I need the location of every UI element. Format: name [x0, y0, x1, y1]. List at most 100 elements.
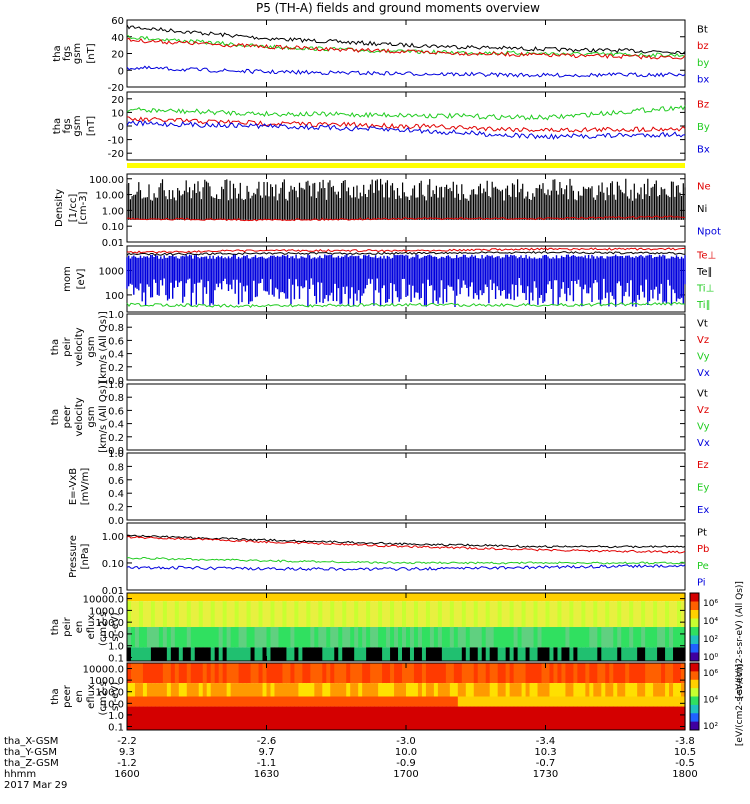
colorbar-tick-label: 10⁴: [703, 617, 718, 627]
y-tick-label: 1.00: [102, 206, 124, 217]
spec-cell: [334, 706, 339, 730]
spec-cell: [202, 696, 208, 707]
x-axis-value: 1630: [254, 769, 279, 780]
spec-cell: [625, 601, 630, 627]
spec-cell: [342, 683, 347, 697]
spec-cell: [274, 593, 280, 602]
spec-cell: [162, 647, 168, 661]
spec-cell: [577, 706, 582, 730]
spec-cell: [533, 696, 539, 707]
spec-cell: [465, 683, 471, 697]
colorbar-cell: [690, 652, 699, 662]
y-axis-label: tha: [50, 339, 61, 355]
spec-cell: [318, 601, 323, 627]
y-axis-label: E=-VxB: [68, 468, 79, 505]
spec-cell: [541, 683, 547, 697]
y-axis-label: (cm2-s-: [98, 608, 109, 646]
spec-cell: [545, 683, 551, 697]
spec-cell: [561, 663, 567, 684]
y-axis-label: fgs: [62, 118, 73, 133]
spec-cell: [409, 627, 415, 648]
spec-cell: [366, 696, 371, 707]
spec-cell: [190, 647, 196, 661]
spec-cell: [409, 601, 415, 627]
spec-cell: [390, 683, 395, 697]
spec-cell: [346, 601, 351, 627]
spec-cell: [609, 696, 614, 707]
spec-cell: [186, 647, 192, 661]
spec-cell: [425, 601, 431, 627]
spec-cell: [166, 647, 172, 661]
spec-cell: [258, 601, 264, 627]
spec-cell: [593, 706, 598, 730]
spec-cell: [669, 706, 674, 730]
spec-cell: [437, 601, 443, 627]
spec-cell: [605, 647, 610, 661]
spec-cell: [521, 663, 527, 684]
spec-cell: [286, 683, 292, 697]
spec-cell: [290, 647, 295, 661]
spec-cell: [390, 601, 395, 627]
spec-cell: [250, 593, 256, 602]
spec-cell: [581, 696, 586, 707]
spec-cell: [565, 627, 571, 648]
spec-cell: [166, 683, 172, 697]
spec-cell: [413, 696, 419, 707]
spec-cell: [370, 706, 375, 730]
spec-cell: [226, 696, 232, 707]
spec-cell: [437, 683, 443, 697]
spec-cell: [413, 627, 419, 648]
y-tick-label: 10.00: [95, 191, 124, 202]
spec-cell: [477, 593, 483, 602]
y-tick-label: 0.0: [108, 516, 124, 527]
spec-cell: [322, 601, 327, 627]
spec-cell: [310, 683, 315, 697]
spec-cell: [226, 593, 232, 602]
y-axis-label: Density: [54, 189, 65, 227]
spec-cell: [382, 683, 387, 697]
spec-cell: [190, 663, 196, 684]
spec-cell: [282, 647, 288, 661]
spec-cell: [665, 663, 670, 684]
spec-cell: [577, 683, 582, 697]
spec-cell: [306, 627, 311, 648]
spec-cell: [609, 706, 614, 730]
spec-cell: [354, 696, 359, 707]
spec-cell: [286, 601, 292, 627]
series-Bx: [126, 120, 686, 141]
y-tick-label: 1000.0: [89, 676, 124, 687]
spec-cell: [158, 601, 164, 627]
spec-cell: [413, 647, 419, 661]
spec-cell: [565, 647, 571, 661]
colorbar-cell: [690, 593, 699, 602]
spec-cell: [134, 593, 140, 602]
spec-cell: [541, 696, 547, 707]
spec-cell: [278, 663, 284, 684]
spec-cell: [469, 601, 475, 627]
spec-cell: [513, 706, 519, 730]
spec-cell: [421, 663, 427, 684]
spec-cell: [597, 593, 602, 602]
spec-cell: [445, 683, 451, 697]
spec-cell: [589, 627, 594, 648]
spec-cell: [326, 683, 331, 697]
spec-cell: [362, 663, 367, 684]
spec-cell: [234, 647, 240, 661]
spec-cell: [386, 683, 391, 697]
spec-cell: [198, 627, 204, 648]
spec-cell: [226, 683, 232, 697]
spec-cell: [294, 601, 299, 627]
spec-cell: [581, 647, 586, 661]
spec-cell: [314, 593, 319, 602]
spec-cell: [310, 593, 315, 602]
spec-cell: [609, 647, 614, 661]
spec-cell: [485, 627, 491, 648]
spec-cell: [230, 696, 236, 707]
spec-cell: [234, 663, 240, 684]
spec-cell: [621, 683, 626, 697]
spec-cell: [258, 696, 264, 707]
spec-cell: [282, 601, 288, 627]
spec-cell: [338, 663, 343, 684]
spec-cell: [354, 601, 359, 627]
